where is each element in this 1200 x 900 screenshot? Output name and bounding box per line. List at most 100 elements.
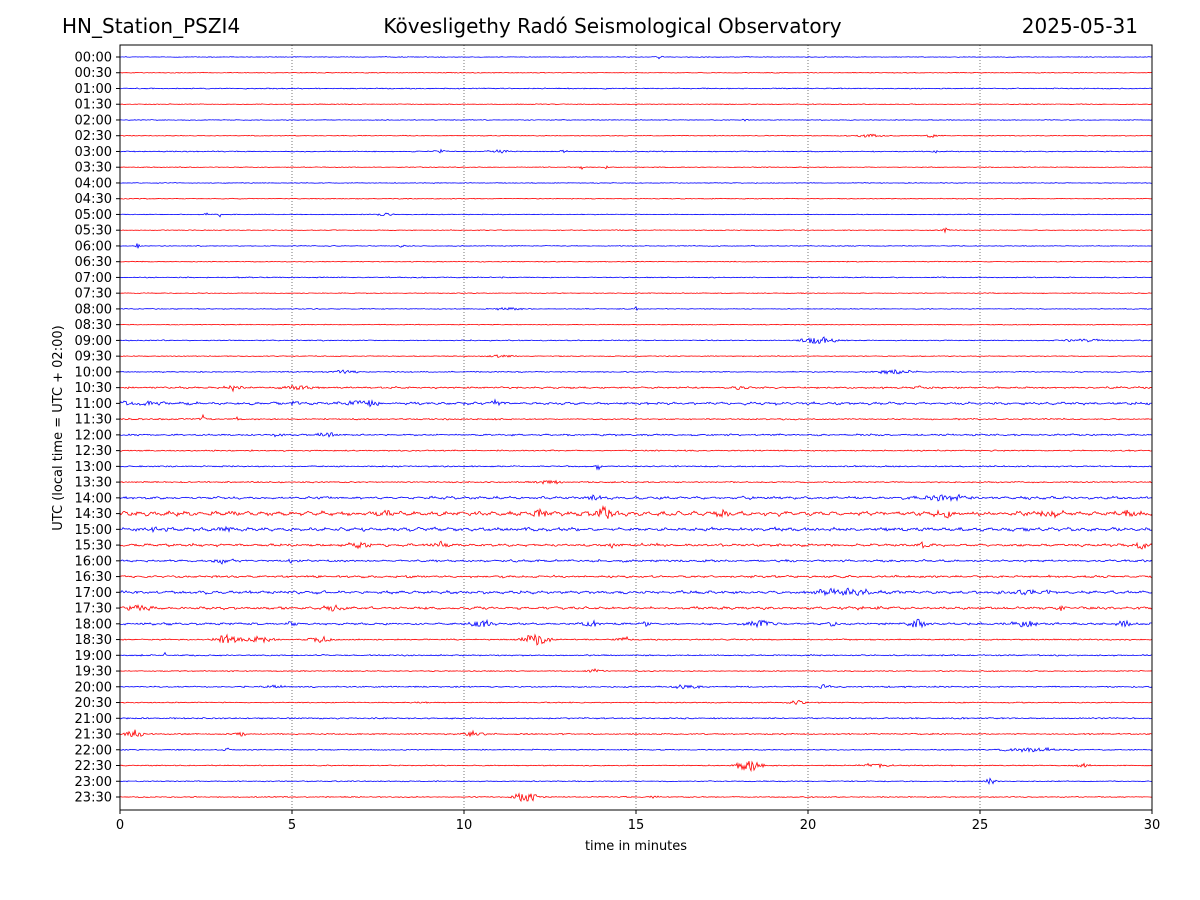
trace-1430 — [119, 505, 1153, 519]
trace-2100 — [119, 716, 1153, 720]
trace-1400 — [119, 493, 1153, 503]
x-tick-label: 10 — [456, 818, 473, 833]
trace-0300 — [119, 148, 1153, 154]
y-tick-label: 10:30 — [75, 381, 112, 396]
y-tick-label: 22:00 — [75, 743, 112, 758]
x-tick-label: 5 — [288, 818, 296, 833]
y-tick-label: 22:30 — [75, 759, 112, 774]
y-tick-label: 06:30 — [75, 255, 112, 270]
trace-1530 — [119, 540, 1153, 550]
x-tick-label: 30 — [1144, 818, 1161, 833]
trace-0730 — [119, 292, 1153, 295]
trace-0830 — [119, 323, 1153, 326]
y-tick-label: 09:30 — [75, 350, 112, 365]
trace-1830 — [119, 633, 1153, 646]
y-tick-label: 02:30 — [75, 129, 112, 144]
y-tick-label: 12:00 — [75, 428, 112, 443]
trace-0330 — [119, 165, 1153, 170]
x-axis-label: time in minutes — [585, 839, 687, 854]
trace-2130 — [119, 729, 1153, 737]
trace-1000 — [119, 368, 1153, 375]
y-tick-label: 07:30 — [75, 287, 112, 302]
y-tick-label: 21:00 — [75, 712, 112, 727]
trace-0630 — [119, 260, 1153, 263]
trace-1300 — [119, 464, 1153, 471]
trace-1500 — [119, 525, 1153, 534]
trace-0530 — [119, 227, 1153, 234]
trace-0030 — [119, 71, 1153, 74]
y-tick-label: 14:30 — [75, 507, 112, 522]
y-tick-label: 16:30 — [75, 570, 112, 585]
y-tick-label: 13:00 — [75, 460, 112, 475]
y-tick-label: 09:00 — [75, 334, 112, 349]
seismic-traces — [119, 55, 1153, 803]
y-tick-label: 00:00 — [75, 51, 112, 66]
y-tick-label: 18:30 — [75, 633, 112, 648]
trace-2230 — [119, 760, 1153, 773]
y-tick-label: 11:00 — [75, 397, 112, 412]
y-tick-label: 03:30 — [75, 161, 112, 176]
y-axis-label: UTC (local time = UTC + 02:00) — [51, 325, 66, 530]
trace-0130 — [119, 103, 1153, 106]
trace-1230 — [119, 449, 1153, 452]
y-tick-label: 11:30 — [75, 413, 112, 428]
x-tick-label: 20 — [800, 818, 817, 833]
trace-1100 — [119, 398, 1153, 408]
y-tick-label: 08:30 — [75, 318, 112, 333]
y-axis-ticks: 00:0000:3001:0001:3002:0002:3003:0003:30… — [75, 51, 120, 806]
trace-0100 — [119, 87, 1153, 90]
y-tick-label: 15:30 — [75, 539, 112, 554]
trace-2000 — [119, 684, 1153, 690]
trace-1200 — [119, 432, 1153, 438]
trace-0800 — [119, 306, 1153, 311]
trace-0000 — [119, 55, 1153, 60]
x-axis-ticks: 0 5 10 15 20 25 30 — [116, 810, 1160, 833]
trace-2330 — [119, 792, 1153, 803]
trace-1600 — [119, 558, 1153, 565]
y-tick-label: 17:00 — [75, 586, 112, 601]
trace-0500 — [119, 212, 1153, 218]
x-tick-label: 15 — [628, 818, 645, 833]
trace-0600 — [119, 243, 1153, 249]
trace-1800 — [119, 618, 1153, 629]
y-tick-label: 04:00 — [75, 176, 112, 191]
y-tick-label: 08:00 — [75, 302, 112, 317]
grid-lines — [291, 45, 981, 810]
y-tick-label: 20:00 — [75, 680, 112, 695]
y-tick-label: 23:30 — [75, 791, 112, 806]
y-tick-label: 13:30 — [75, 476, 112, 491]
trace-1030 — [119, 384, 1153, 393]
plot-frame — [119, 44, 1153, 811]
y-tick-label: 10:00 — [75, 365, 112, 380]
y-tick-label: 07:00 — [75, 271, 112, 286]
trace-0900 — [119, 336, 1153, 345]
trace-2200 — [119, 746, 1153, 753]
y-tick-label: 15:00 — [75, 523, 112, 538]
trace-1730 — [119, 604, 1153, 612]
station-name: HN_Station_PSZI4 — [62, 14, 241, 38]
y-tick-label: 16:00 — [75, 554, 112, 569]
y-tick-label: 23:00 — [75, 775, 112, 790]
trace-1700 — [119, 587, 1153, 597]
y-tick-label: 12:30 — [75, 444, 112, 459]
y-tick-label: 18:00 — [75, 617, 112, 632]
y-tick-label: 17:30 — [75, 602, 112, 617]
y-tick-label: 06:00 — [75, 239, 112, 254]
y-tick-label: 01:00 — [75, 82, 112, 97]
y-tick-label: 21:30 — [75, 728, 112, 743]
trace-0400 — [119, 182, 1153, 184]
y-tick-label: 00:30 — [75, 66, 112, 81]
trace-1130 — [119, 413, 1153, 421]
y-tick-label: 19:30 — [75, 665, 112, 680]
trace-0200 — [119, 118, 1153, 122]
y-tick-label: 05:30 — [75, 224, 112, 239]
trace-0430 — [119, 197, 1153, 200]
trace-2030 — [119, 699, 1153, 706]
trace-1900 — [119, 651, 1153, 657]
chart-title: Kövesligethy Radó Seismological Observat… — [383, 14, 842, 38]
trace-2300 — [119, 777, 1153, 785]
x-tick-label: 25 — [972, 818, 989, 833]
y-tick-label: 04:30 — [75, 192, 112, 207]
y-tick-label: 05:00 — [75, 208, 112, 223]
